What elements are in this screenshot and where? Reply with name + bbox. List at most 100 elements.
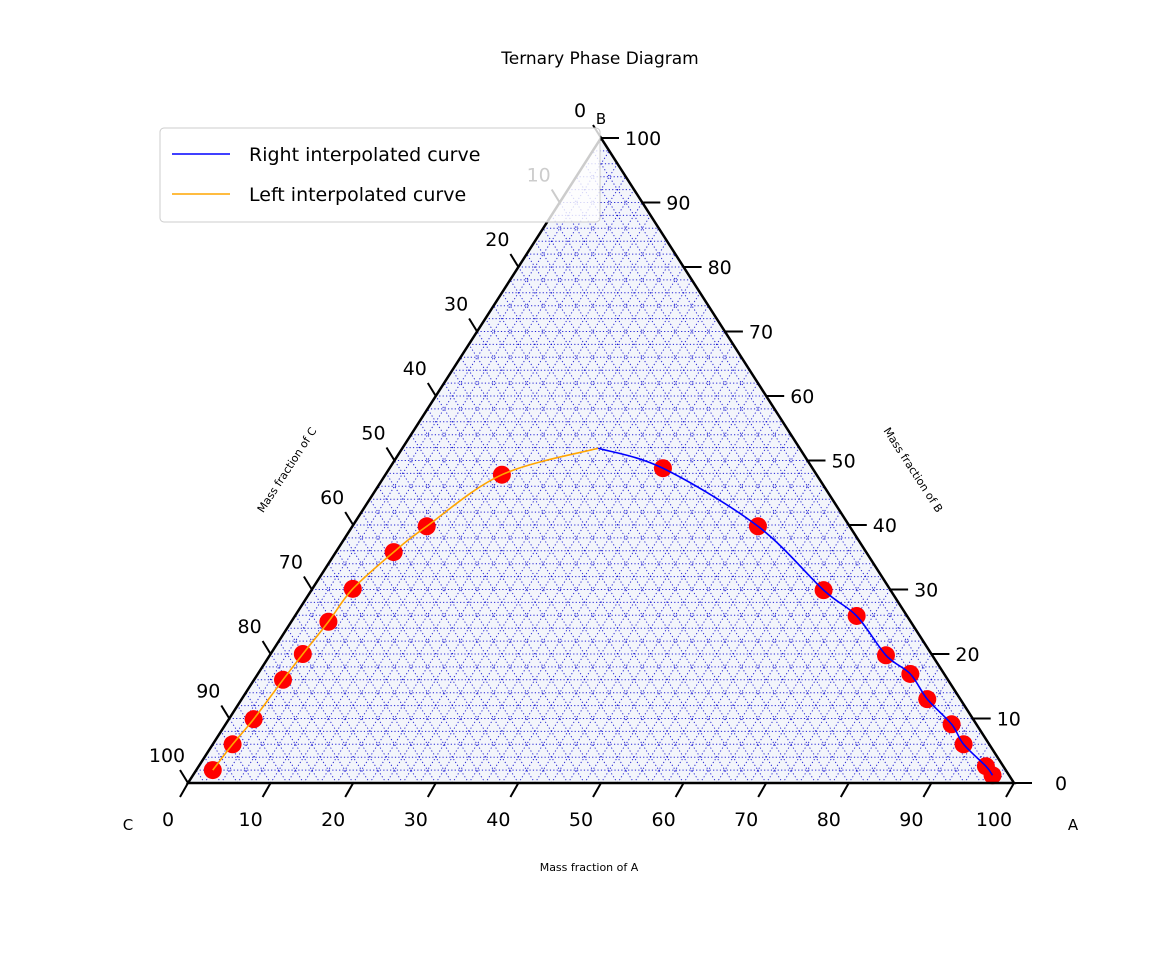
grid-line	[435, 331, 726, 784]
grid-line	[633, 486, 825, 784]
grid-line	[493, 305, 800, 784]
tick-c	[261, 640, 272, 655]
grid-line	[327, 563, 470, 784]
tick-label-b: 50	[832, 451, 856, 473]
grid-line	[765, 589, 891, 784]
tick-label-a: 80	[817, 809, 841, 831]
tick-label-b: 90	[666, 193, 690, 215]
tick-a	[674, 782, 685, 798]
tick-label-a: 100	[976, 809, 1012, 831]
corner-label-c: C	[123, 816, 133, 834]
grid-line	[666, 511, 841, 784]
grid-line	[352, 524, 519, 784]
ticks: 0 10 20 30 40 50 60 70 80 90 100 0 10 20 30 40 50 60 70 80 9…	[149, 100, 1067, 831]
tick-label-a: 70	[734, 809, 758, 831]
grid-line	[394, 460, 602, 784]
grid-line	[947, 731, 982, 784]
tick-c	[303, 575, 313, 591]
grid-line	[567, 434, 792, 784]
grid-line	[294, 615, 404, 784]
grid-line	[683, 524, 850, 784]
tick-label-b: 0	[1055, 773, 1067, 795]
tick-label-c: 20	[485, 229, 509, 251]
tick-label-c: 60	[320, 487, 344, 509]
grid-line	[369, 279, 693, 784]
grid-line	[732, 563, 875, 784]
tick-label-c: 70	[279, 552, 303, 574]
tick-label-a: 20	[321, 809, 345, 831]
legend: Right interpolated curve Left interpolat…	[159, 127, 601, 223]
tick-a	[179, 782, 189, 798]
tick-label-a: 50	[569, 809, 593, 831]
axis-label-a: Mass fraction of A	[540, 861, 639, 874]
tick-c	[385, 446, 396, 462]
tick-label-b: 40	[873, 515, 897, 537]
tick-label-a: 40	[486, 809, 510, 831]
grid-line	[418, 421, 651, 784]
grid-line	[228, 718, 272, 784]
tick-label-c: 50	[361, 423, 385, 445]
grid-line	[468, 357, 742, 784]
left-interpolated-curve	[212, 447, 599, 771]
tick-label-b: 60	[790, 386, 814, 408]
tick-label-b: 30	[914, 580, 938, 602]
corner-label-a: A	[1068, 816, 1079, 834]
tick-label-b: 10	[997, 709, 1021, 731]
grid-line	[402, 305, 709, 784]
grid-line	[964, 744, 990, 784]
grid-line	[897, 692, 957, 784]
tick-a	[592, 782, 602, 798]
tick-label-b: 70	[749, 322, 773, 344]
grid-line	[600, 460, 808, 784]
tick-label-c: 90	[196, 681, 220, 703]
tick-a	[509, 782, 520, 798]
tick-a	[426, 782, 437, 798]
tick-a	[757, 782, 768, 798]
grid-line	[303, 228, 660, 784]
grid-line	[881, 679, 949, 784]
tick-c	[344, 511, 355, 526]
grid-line	[501, 382, 759, 784]
tick-c	[468, 317, 478, 333]
tick-label-a: 90	[899, 809, 923, 831]
grid-line	[361, 511, 536, 784]
legend-label-left: Left interpolated curve	[249, 184, 466, 206]
axis-label-c: Mass fraction of C	[255, 425, 320, 515]
grid-line	[460, 357, 734, 784]
grid-line	[245, 692, 305, 784]
tick-label-a: 30	[404, 809, 428, 831]
grid-line	[930, 718, 974, 784]
tick-label-a: 60	[652, 809, 676, 831]
right-interpolated-curve	[597, 447, 994, 776]
axis-label-b: Mass fraction of B	[881, 425, 946, 515]
tick-a	[839, 782, 850, 798]
tick-c	[179, 769, 189, 784]
grid-line	[534, 408, 775, 784]
tick-label-c: 0	[574, 100, 586, 122]
tick-label-a: 0	[162, 809, 174, 831]
tick-c	[220, 704, 231, 720]
grid-line	[551, 421, 784, 784]
grid-line	[542, 228, 899, 784]
tick-label-a: 10	[239, 809, 263, 831]
tick-label-c: 100	[149, 745, 185, 767]
grid-line	[344, 537, 503, 784]
tick-label-b: 20	[955, 644, 979, 666]
chart-title: Ternary Phase Diagram	[500, 49, 698, 69]
grid-line	[815, 627, 916, 784]
legend-label-right: Right interpolated curve	[249, 144, 480, 166]
grid-line	[261, 666, 338, 784]
tick-label-c: 40	[403, 358, 427, 380]
tick-a	[922, 782, 933, 798]
grid-line	[617, 473, 817, 784]
tick-a	[1005, 782, 1015, 798]
tick-c	[509, 253, 520, 268]
tick-label-c: 80	[238, 616, 262, 638]
grid-line	[427, 408, 668, 784]
grid-line	[484, 369, 751, 784]
grid-line	[253, 679, 321, 784]
tick-label-b: 80	[708, 257, 732, 279]
tick-label-b: 100	[625, 128, 661, 150]
grid-line	[451, 369, 718, 784]
